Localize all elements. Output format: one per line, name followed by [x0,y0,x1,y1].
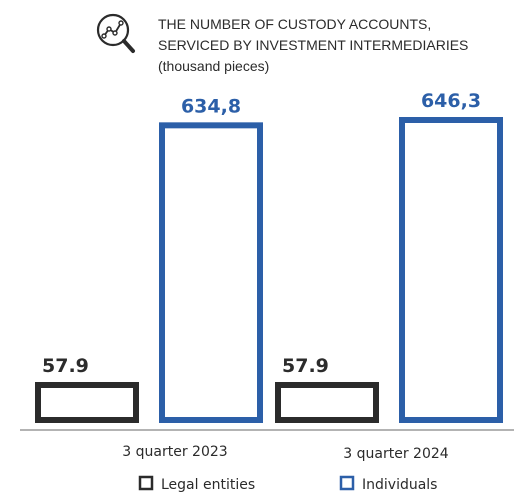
legend-swatch-legal-entities [138,475,154,491]
legend-label-individuals: Individuals [362,477,437,493]
bar-legal-entities [35,382,139,423]
category-label: 3 quarter 2024 [343,446,448,462]
category-label: 3 quarter 2023 [122,444,227,460]
legend: Legal entities Individuals [138,475,437,493]
chart-title-line-1: THE NUMBER OF CUSTODY ACCOUNTS, [158,16,431,32]
legend-swatch-individuals [339,475,355,491]
data-label: 634,8 [181,95,241,117]
legend-label-legal-entities: Legal entities [161,477,255,493]
value-labels-group: 57.9 634,8 57.9 646,3 [42,90,481,377]
data-label: 646,3 [421,90,481,112]
bar-legal-entities [275,382,379,423]
bar-individuals [399,117,503,423]
magnifier-chart-icon [96,13,135,53]
bars-group [35,117,503,424]
chart-subtitle-units: (thousand pieces) [158,58,269,74]
bar-individuals [159,122,263,424]
data-label: 57.9 [42,355,89,377]
chart-title-line-2: SERVICED BY INVESTMENT INTERMEDIARIES [158,37,468,53]
data-label: 57.9 [282,355,329,377]
